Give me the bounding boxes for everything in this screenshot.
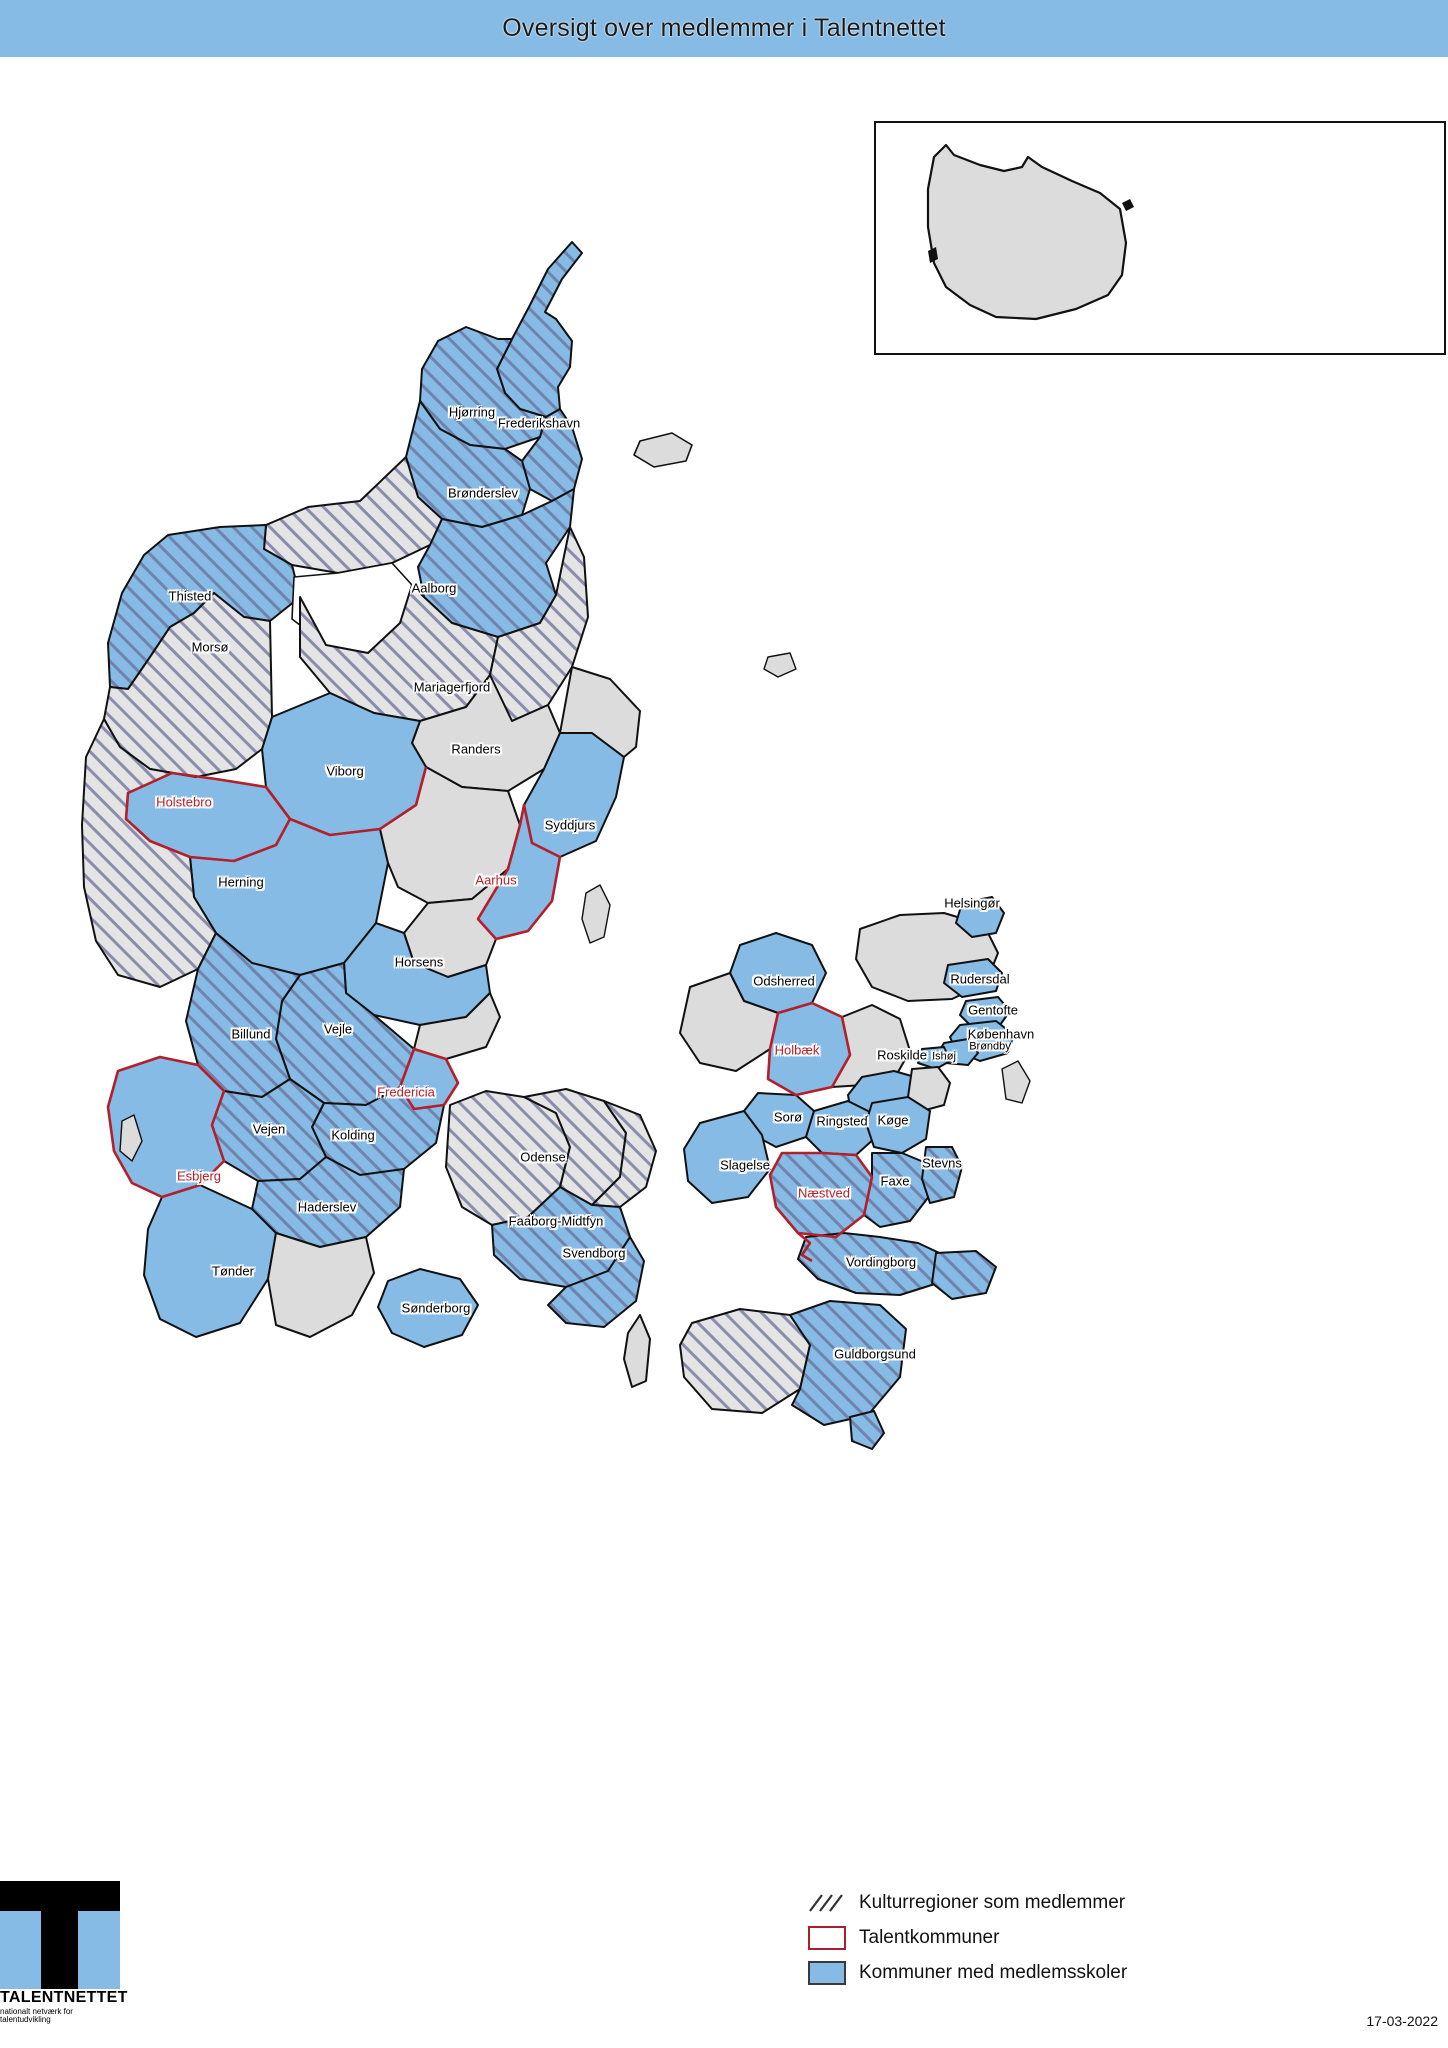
map-canvas[interactable]: Hjørring Frederikshavn Brønderslev Thisted A… <box>0 57 1448 2048</box>
talent-outline-holbaek <box>766 1001 852 1097</box>
region-falster-tail <box>849 1410 885 1450</box>
region-tonder <box>143 1184 277 1338</box>
talentkommune-outlines[interactable] <box>106 766 874 1263</box>
region-slagelse <box>683 1110 771 1204</box>
bornholm-christiansø <box>1122 199 1134 211</box>
island-amager-extra <box>1001 1060 1031 1104</box>
map-date: 17-03-2022 <box>1366 2013 1438 2029</box>
region-bornholm <box>926 143 1128 321</box>
logo-t-mark-icon <box>0 1881 120 1989</box>
region-lolland <box>679 1308 811 1414</box>
talent-outline-naestved <box>768 1151 874 1239</box>
talent-outline-naestved-south <box>797 1232 813 1263</box>
map-regions[interactable] <box>81 241 1031 1450</box>
bornholm-west-dot <box>928 247 938 263</box>
region-rudersdal <box>943 958 1003 998</box>
map-legend: Kulturregioner som medlemmer Talentkommu… <box>808 1890 1448 1995</box>
island-samso <box>581 884 611 944</box>
region-aabenraa <box>267 1232 375 1338</box>
legend-label-talentkommuner: Talentkommuner <box>859 1927 1000 1948</box>
island-fano <box>119 1114 143 1162</box>
talent-outline-esbjerg <box>106 1055 226 1199</box>
region-guldborgsund <box>789 1300 907 1426</box>
region-vordingborg <box>797 1232 949 1296</box>
legend-label-medlemsskoler: Kommuner med medlemsskoler <box>859 1962 1128 1983</box>
region-frederikshavn <box>496 241 583 418</box>
region-ringsted <box>805 1100 877 1156</box>
talent-outline-holstebro <box>124 771 292 863</box>
talent-outline-viborg-link <box>264 766 428 837</box>
region-ishoj <box>917 1046 951 1070</box>
region-sonderborg <box>377 1268 479 1348</box>
talent-outline-aarhus <box>476 803 562 941</box>
region-svendborg <box>547 1236 645 1328</box>
red-outline-swatch-icon <box>808 1926 846 1950</box>
hatch-swatch-icon <box>808 1891 846 1915</box>
region-stevns <box>921 1146 963 1204</box>
region-helsingor <box>955 896 1005 938</box>
island-laeso <box>633 432 693 468</box>
region-faxe <box>863 1152 931 1228</box>
bornholm-inset-box <box>874 121 1446 355</box>
region-billund <box>185 932 301 1098</box>
region-naestved <box>769 1152 873 1238</box>
blue-fill-swatch-icon <box>808 1961 846 1985</box>
talentnettet-logo: TALENTNETTET nationalt netværk for talen… <box>0 1881 128 2024</box>
legend-item-talentkommuner[interactable]: Talentkommuner <box>808 1925 1448 1951</box>
legend-label-kulturregioner: Kulturregioner som medlemmer <box>859 1892 1126 1913</box>
region-lejre <box>831 1004 911 1088</box>
region-vejen <box>211 1078 327 1182</box>
page-title: Oversigt over medlemmer i Talentnettet <box>502 14 946 42</box>
logo-tagline: nationalt netværk for talentudvikling <box>0 2007 73 2024</box>
title-banner: Oversigt over medlemmer i Talentnettet <box>0 0 1448 57</box>
denmark-map[interactable] <box>0 57 1448 2048</box>
region-norddjurs <box>559 666 641 758</box>
talent-outline-fredericia <box>398 1047 460 1111</box>
region-langeland <box>623 1314 651 1388</box>
legend-item-medlemsskoler[interactable]: Kommuner med medlemsskoler <box>808 1960 1448 1986</box>
logo-name: TALENTNETTET <box>0 1989 128 2006</box>
region-koge <box>865 1096 931 1154</box>
island-anholt <box>763 652 797 678</box>
region-mon <box>931 1250 997 1300</box>
legend-item-kulturregioner[interactable]: Kulturregioner som medlemmer <box>808 1890 1448 1916</box>
